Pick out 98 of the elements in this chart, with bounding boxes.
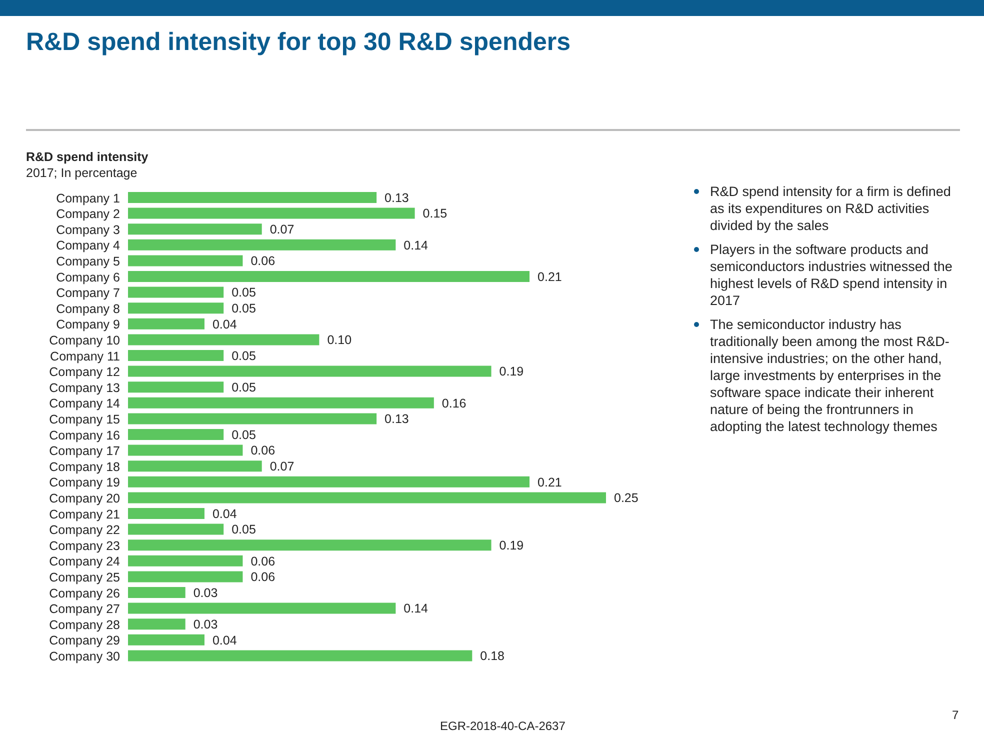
bar — [128, 286, 224, 298]
bar — [128, 476, 530, 488]
y-tick-label: Company 6 — [56, 270, 120, 284]
bar — [128, 271, 530, 282]
text: R&D spend intensity for a firm is defined as its expenditures on R&D activities divided by the sales — [710, 183, 952, 234]
y-tick-label: Company 3 — [56, 222, 120, 237]
text: EGR-2018-40-CA-2637 — [440, 719, 566, 733]
bar — [128, 571, 243, 582]
data-label: 0.18 — [480, 649, 505, 664]
bar — [128, 602, 396, 614]
data-label: 0.07 — [270, 222, 294, 237]
y-tick-label: Company 21 — [49, 507, 120, 522]
data-label: 0.19 — [499, 538, 524, 553]
bar — [128, 508, 204, 519]
chart-title: R&D spend intensity for top 30 R&D spenders — [26, 28, 571, 57]
bar — [128, 634, 204, 646]
y-tick-label: Company 12 — [49, 365, 120, 380]
data-label: 0.04 — [212, 633, 237, 648]
data-label: 0.19 — [499, 364, 524, 379]
data-label: 0.04 — [212, 506, 237, 521]
y-tick-label: Company 11 — [50, 349, 120, 364]
bar — [128, 429, 224, 440]
y-tick-label: Company 14 — [49, 396, 120, 411]
data-label: 0.05 — [232, 522, 256, 537]
data-label: 0.05 — [232, 428, 256, 442]
bar — [128, 366, 492, 377]
bar — [128, 192, 377, 203]
data-label: 0.05 — [232, 380, 256, 395]
bar — [128, 239, 396, 250]
data-label: 0.07 — [270, 460, 294, 474]
chart-subtitle: R&D spend intensity — [26, 150, 148, 164]
bar — [128, 524, 224, 535]
bar — [128, 208, 415, 219]
bar — [128, 618, 186, 630]
data-label: 0.06 — [250, 254, 276, 268]
data-label: 0.03 — [193, 586, 218, 600]
data-label: 0.14 — [404, 602, 428, 616]
y-tick-label: Company 8 — [56, 302, 120, 316]
y-tick-label: Company 26 — [49, 586, 120, 600]
bar — [128, 460, 262, 472]
data-label: 0.10 — [327, 333, 352, 348]
y-tick-label: Company 30 — [49, 650, 120, 664]
data-label: 0.21 — [538, 270, 562, 284]
bar — [128, 444, 243, 456]
y-tick-label: Company 10 — [49, 334, 120, 348]
bar — [128, 555, 243, 566]
data-label: 0.05 — [232, 286, 256, 300]
bar — [128, 382, 224, 393]
data-label: 0.25 — [614, 491, 638, 506]
data-label: 0.05 — [232, 302, 256, 316]
y-tick-label: Company 16 — [49, 428, 120, 442]
bar — [128, 350, 224, 361]
text: Players in the software products and semiconductors industries witnessed the highest levels of R&D spend intensity in 2017 — [710, 241, 954, 309]
y-tick-label: Company 27 — [49, 602, 120, 616]
bar — [128, 255, 243, 266]
data-label: 0.06 — [250, 570, 276, 584]
y-tick-label: Company 23 — [49, 538, 120, 553]
y-tick-label: Company 2 — [56, 207, 120, 222]
y-tick-label: Company 29 — [49, 634, 120, 648]
y-tick-label: Company 1 — [56, 191, 120, 206]
y-tick-label: Company 24 — [49, 554, 120, 569]
bar — [128, 397, 434, 408]
text: 7 — [952, 708, 959, 722]
data-label: 0.21 — [538, 475, 562, 490]
bar — [128, 587, 186, 598]
text: The semiconductor industry has traditionally been among the most R&D- intensive industries; on the other hand, large investments by enterprises in the software space indicate their inherent nature of being the frontrunners in adopting the latest technology themes — [710, 316, 950, 435]
bar — [128, 413, 377, 424]
y-tick-label: Company 5 — [56, 254, 120, 269]
data-label: 0.03 — [193, 618, 218, 632]
y-tick-label: Company 13 — [49, 380, 120, 395]
data-label: 0.04 — [212, 317, 237, 332]
y-tick-label: Company 17 — [49, 444, 120, 458]
bar — [128, 492, 606, 504]
y-tick-label: Company 7 — [56, 286, 120, 300]
bar — [128, 302, 224, 314]
x-axis-title: 2017; In percentage — [26, 166, 138, 180]
data-label: 0.13 — [384, 190, 409, 205]
y-tick-label: Company 25 — [49, 570, 120, 585]
y-tick-label: Company 20 — [49, 492, 120, 506]
y-tick-label: Company 18 — [49, 460, 120, 474]
bar — [128, 318, 204, 330]
y-tick-label: Company 22 — [49, 523, 120, 538]
bar — [128, 334, 320, 346]
data-label: 0.13 — [384, 412, 409, 426]
bar — [128, 540, 492, 551]
data-label: 0.14 — [404, 238, 428, 252]
y-tick-label: Company 15 — [49, 412, 120, 427]
y-tick-label: Company 28 — [49, 618, 120, 632]
data-label: 0.06 — [250, 554, 276, 568]
y-tick-label: Company 9 — [56, 318, 120, 332]
data-label: 0.15 — [422, 206, 448, 221]
y-tick-label: Company 4 — [56, 238, 120, 253]
data-label: 0.06 — [250, 444, 276, 458]
y-tick-label: Company 19 — [49, 476, 120, 490]
data-label: 0.16 — [442, 396, 466, 410]
bar — [128, 224, 262, 235]
bar — [128, 650, 472, 662]
data-label: 0.05 — [232, 348, 256, 363]
